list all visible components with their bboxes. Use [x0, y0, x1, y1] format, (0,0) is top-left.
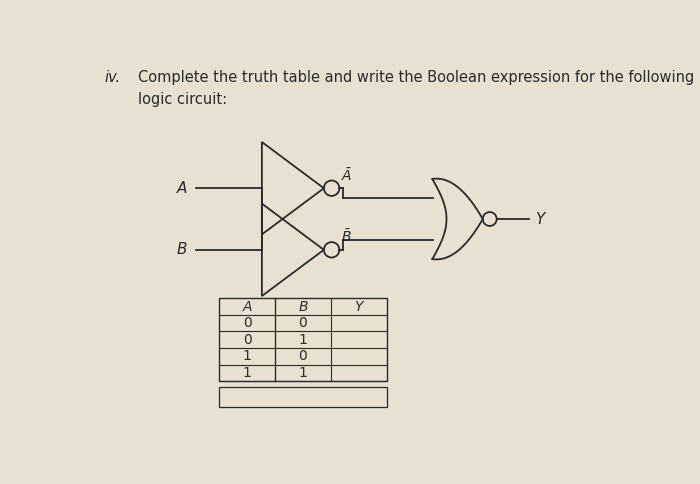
- Text: A: A: [242, 300, 252, 314]
- Text: logic circuit:: logic circuit:: [138, 92, 227, 107]
- Text: $\bar{A}$: $\bar{A}$: [341, 167, 352, 183]
- Text: 0: 0: [243, 333, 251, 347]
- Text: 0: 0: [299, 349, 307, 363]
- Text: iv.: iv.: [104, 70, 120, 85]
- Text: Complete the truth table and write the Boolean expression for the following: Complete the truth table and write the B…: [138, 70, 694, 85]
- Text: B: B: [176, 242, 187, 257]
- Text: Y: Y: [536, 212, 545, 227]
- Bar: [219, 387, 386, 407]
- Text: 1: 1: [243, 366, 251, 380]
- Text: $\bar{B}$: $\bar{B}$: [341, 228, 351, 245]
- Text: Y: Y: [354, 300, 363, 314]
- Text: 0: 0: [243, 316, 251, 330]
- Text: 1: 1: [298, 366, 307, 380]
- Text: 0: 0: [299, 316, 307, 330]
- Text: B: B: [298, 300, 308, 314]
- Text: 1: 1: [298, 333, 307, 347]
- Text: A: A: [176, 181, 187, 196]
- Text: 1: 1: [243, 349, 251, 363]
- Bar: [219, 298, 386, 381]
